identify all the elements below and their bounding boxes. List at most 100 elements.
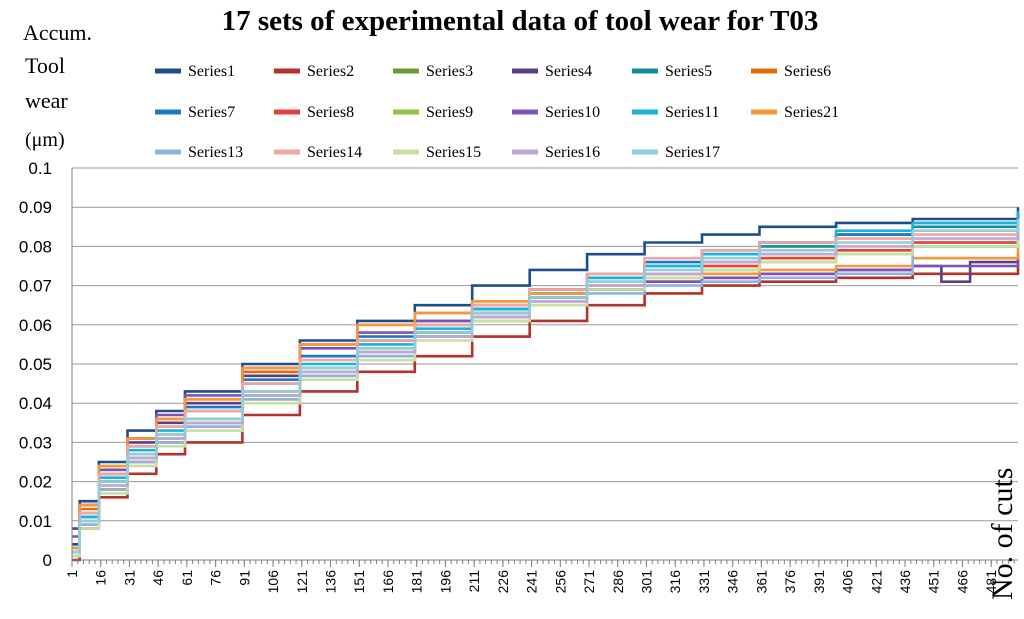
x-tick-label: 286 bbox=[610, 570, 626, 594]
x-tick-label: 151 bbox=[351, 570, 367, 594]
legend-item: Series6 bbox=[751, 63, 831, 80]
legend-label: Series3 bbox=[426, 63, 473, 80]
legend-item: Series2 bbox=[274, 63, 354, 80]
x-tick-label: 331 bbox=[696, 570, 712, 594]
y-tick-label: 0.05 bbox=[19, 355, 52, 374]
legend-item: Series8 bbox=[274, 104, 354, 121]
y-tick-label: 0.08 bbox=[19, 237, 52, 256]
legend-label: Series1 bbox=[188, 63, 235, 80]
legend-item: Series21 bbox=[751, 104, 839, 121]
y-axis-title-line-4: (μm) bbox=[25, 129, 65, 151]
x-tick-label: 121 bbox=[294, 570, 310, 594]
legend-label: Series14 bbox=[307, 144, 362, 161]
legend-label: Series16 bbox=[545, 144, 600, 161]
series-line-series21 bbox=[72, 246, 1020, 550]
y-tick-label: 0 bbox=[43, 551, 52, 570]
legend-item: Series15 bbox=[393, 144, 481, 161]
legend-label: Series10 bbox=[545, 104, 600, 121]
x-tick-label: 181 bbox=[409, 570, 425, 594]
legend-item: Series7 bbox=[155, 104, 235, 121]
legend-label: Series6 bbox=[784, 63, 831, 80]
legend-item: Series14 bbox=[274, 144, 362, 161]
x-tick-label: 346 bbox=[725, 570, 741, 594]
x-tick-label: 406 bbox=[840, 570, 856, 594]
x-tick-label: 91 bbox=[236, 570, 252, 586]
legend-label: Series17 bbox=[665, 144, 720, 161]
x-tick-label: 1 bbox=[64, 570, 80, 578]
series-line-series11 bbox=[72, 211, 1020, 554]
x-tick-label: 106 bbox=[265, 570, 281, 594]
legend-label: Series15 bbox=[426, 144, 481, 161]
x-tick-label: 481 bbox=[983, 570, 999, 594]
y-tick-label: 0.02 bbox=[19, 473, 52, 492]
legend-item: Series5 bbox=[632, 63, 712, 80]
legend-label: Series9 bbox=[426, 104, 473, 121]
series-layer bbox=[72, 207, 1020, 562]
x-tick-label: 466 bbox=[954, 570, 970, 594]
legend-item: Series3 bbox=[393, 63, 473, 80]
x-tick-label: 421 bbox=[868, 570, 884, 594]
legend-label: Series7 bbox=[188, 104, 235, 121]
x-tick-label: 196 bbox=[437, 570, 453, 594]
y-axis-title-line-3: wear bbox=[25, 88, 68, 113]
y-tick-label: 0.06 bbox=[19, 316, 52, 335]
legend-item: Series13 bbox=[155, 144, 243, 161]
x-tick-label: 376 bbox=[782, 570, 798, 594]
legend-label: Series21 bbox=[784, 104, 839, 121]
x-tick-label: 391 bbox=[811, 570, 827, 594]
legend-item: Series11 bbox=[632, 104, 720, 121]
legend-item: Series10 bbox=[512, 104, 600, 121]
legend-item: Series17 bbox=[632, 144, 720, 161]
legend-label: Series13 bbox=[188, 144, 243, 161]
y-tick-label: 0.03 bbox=[19, 433, 52, 452]
x-tick-label: 241 bbox=[524, 570, 540, 594]
series-line-series17 bbox=[72, 219, 1020, 554]
y-tick-label: 0.09 bbox=[19, 198, 52, 217]
x-tick-label: 211 bbox=[466, 570, 482, 593]
chart-title: 17 sets of experimental data of tool wea… bbox=[222, 5, 819, 37]
y-tick-label: 0.01 bbox=[19, 512, 52, 531]
legend-label: Series4 bbox=[545, 63, 592, 80]
x-tick-label: 31 bbox=[121, 570, 137, 586]
legend-item: Series16 bbox=[512, 144, 600, 161]
x-tick-label: 46 bbox=[150, 570, 166, 586]
legend-item: Series4 bbox=[512, 63, 592, 80]
x-tick-label: 61 bbox=[179, 570, 195, 586]
x-tick-label: 256 bbox=[552, 570, 568, 594]
y-tick-label: 0.07 bbox=[19, 277, 52, 296]
y-axis-title-line-2: Tool bbox=[25, 53, 65, 78]
y-axis-title-line-1: Accum. bbox=[23, 20, 92, 45]
series-line-series7 bbox=[72, 211, 1020, 554]
series-line-series15 bbox=[72, 238, 1020, 558]
legend-item: Series1 bbox=[155, 63, 235, 80]
y-axis-title: Accum. Tool wear (μm) bbox=[23, 20, 92, 151]
legend-item: Series9 bbox=[393, 104, 473, 121]
legend-label: Series5 bbox=[665, 63, 712, 80]
y-tick-label: 0.1 bbox=[28, 159, 52, 178]
legend-label: Series8 bbox=[307, 104, 354, 121]
series-line-series1 bbox=[72, 207, 1020, 546]
x-axis-title: No. of cuts bbox=[986, 468, 1019, 600]
x-tick-label: 16 bbox=[93, 570, 109, 586]
legend: Series1 Series2 Series3 Series4 Series5 Serie… bbox=[155, 63, 839, 161]
axis-layer: 0 0.01 0.02 0.03 0.04 0.05 0.06 0.07 0.08 0.09 0.1… bbox=[19, 159, 1018, 593]
y-tick-label: 0.04 bbox=[19, 394, 52, 413]
x-tick-label: 136 bbox=[323, 570, 339, 594]
series-line-series13 bbox=[72, 230, 1020, 558]
x-tick-label: 226 bbox=[495, 570, 511, 594]
series-line-series14 bbox=[72, 226, 1020, 554]
x-tick-label: 76 bbox=[208, 570, 224, 586]
grid-layer bbox=[72, 167, 1018, 561]
x-tick-label: 301 bbox=[638, 570, 654, 594]
series-line-series10 bbox=[72, 258, 1020, 538]
x-tick-label: 451 bbox=[926, 570, 942, 594]
x-tick-label: 361 bbox=[753, 570, 769, 594]
legend-label: Series2 bbox=[307, 63, 354, 80]
x-tick-label: 166 bbox=[380, 570, 396, 594]
x-tick-label: 271 bbox=[581, 570, 597, 594]
legend-label: Series11 bbox=[665, 104, 720, 121]
x-tick-label: 436 bbox=[897, 570, 913, 594]
x-tick-label: 316 bbox=[667, 570, 683, 594]
